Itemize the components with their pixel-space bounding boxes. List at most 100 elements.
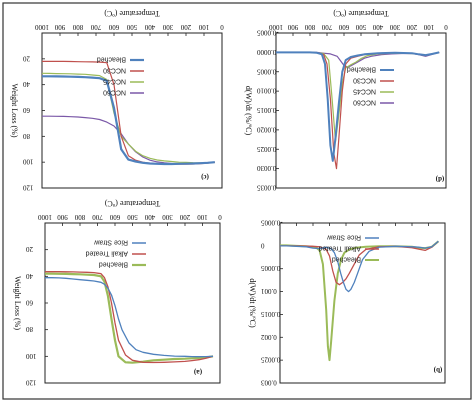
- y-axis-title: d(W)/dt (%/ºC): [244, 86, 253, 136]
- series-line-bleached: [42, 75, 215, 166]
- legend-label: Bleached: [97, 56, 126, 63]
- y-tick-label: 60: [26, 299, 34, 307]
- y-tick-label: 80: [26, 325, 34, 333]
- x-axis-title: Temperature (ºC): [104, 9, 160, 18]
- y-tick-label: 0.0010: [257, 87, 277, 95]
- y-tick-label: 0.0025: [257, 145, 277, 153]
- y-tick-label: 100: [23, 158, 34, 166]
- panel-b: -0.0005 0 0.0005 0.001 0.0015 0.002 0.0025 0.00…: [248, 219, 446, 387]
- legend-label: Bleached: [99, 261, 128, 268]
- legend-label: Bleached: [347, 66, 376, 73]
- y-tick-label: 0.0035: [257, 184, 277, 192]
- x-tick-label: 800: [72, 23, 83, 31]
- x-tick-label: 200: [180, 23, 191, 31]
- x-tick-label: 1000: [269, 23, 284, 31]
- x-tick-label: 400: [144, 23, 155, 31]
- y-tick-label: 40: [26, 272, 34, 280]
- plot-frame: [275, 32, 447, 189]
- series-line-alkali-treated: [45, 271, 214, 364]
- legend-label: Alkali Treated: [85, 250, 128, 257]
- x-tick-label: 900: [57, 213, 68, 221]
- y-axis-title: d(W)/dt (%/ºC): [248, 278, 257, 328]
- x-tick-label: 700: [90, 23, 101, 31]
- y-tick-label: 80: [23, 132, 31, 140]
- series-line-rice-straw: [280, 240, 439, 293]
- plot-frame: [279, 222, 446, 384]
- x-tick-label: 400: [144, 213, 155, 221]
- legend-label: Alkali Treated: [318, 245, 361, 252]
- x-tick-label: 100: [423, 23, 434, 31]
- y-tick-label: 20: [23, 54, 31, 62]
- legend-label: NCC30: [103, 67, 126, 74]
- series-line-alkali-treated: [280, 240, 439, 286]
- x-tick-label: 700: [321, 23, 332, 31]
- y-tick-label: 120: [26, 379, 37, 387]
- x-tick-label: 600: [338, 23, 349, 31]
- x-tick-label: 700: [92, 213, 103, 221]
- x-tick-label: 500: [126, 23, 137, 31]
- y-tick-label: 0.0000: [257, 48, 277, 56]
- panel-label: (b): [433, 366, 442, 374]
- y-tick-label: 120: [23, 184, 34, 192]
- x-tick-label: 100: [198, 23, 209, 31]
- y-tick-label: 0.0025: [261, 356, 281, 364]
- x-tick-label: 500: [355, 23, 366, 31]
- x-tick-label: 200: [179, 213, 190, 221]
- x-tick-label: 800: [74, 213, 85, 221]
- y-tick-label: 0.0020: [257, 125, 277, 133]
- legend-label: Rice Straw: [326, 234, 361, 241]
- legend-label: Rice Straw: [93, 239, 128, 246]
- series-line-bleached: [45, 272, 214, 364]
- y-tick-label: 0.0005: [261, 264, 281, 272]
- series-line-ncc45: [42, 72, 215, 164]
- x-axis-title: Temperature (ºC): [104, 199, 160, 208]
- series-line-bleached: [276, 51, 440, 162]
- legend-label: NCC45: [103, 78, 126, 85]
- y-axis-title: Weight Loss (%): [10, 83, 19, 137]
- y-tick-label: 100: [26, 352, 37, 360]
- y-tick-label: 0: [261, 241, 265, 249]
- panel-label: (a): [193, 368, 202, 376]
- x-axis-title: Temperature (ºC): [333, 9, 389, 18]
- panel-c: 0 100 200 300 400 500 600 700 800 900 1000 20 40 60 80…: [10, 9, 224, 192]
- x-tick-label: 1000: [38, 213, 53, 221]
- y-tick-label: -0.0005: [257, 29, 279, 37]
- panel-a: 0 100 200 300 400 500 600 700 800 900 1000 20 40 60 80…: [13, 199, 222, 387]
- x-tick-label: 200: [406, 23, 417, 31]
- x-tick-label: 400: [372, 23, 383, 31]
- y-tick-label: 0.0005: [257, 67, 277, 75]
- panel-label: (d): [435, 175, 444, 183]
- y-tick-label: 0.0030: [257, 164, 277, 172]
- x-tick-label: 100: [197, 213, 208, 221]
- y-tick-label: 0.003: [261, 379, 277, 387]
- y-tick-label: 40: [23, 80, 31, 88]
- x-tick-label: 900: [54, 23, 65, 31]
- x-tick-label: 600: [109, 213, 120, 221]
- y-tick-label: -0.0005: [261, 219, 283, 227]
- panel-label: (c): [200, 173, 208, 181]
- x-tick-label: 0: [218, 213, 222, 221]
- legend-label: NCC60: [103, 89, 126, 96]
- x-tick-label: 0: [220, 23, 224, 31]
- x-tick-label: 1000: [35, 23, 50, 31]
- x-tick-label: 300: [389, 23, 400, 31]
- x-tick-label: 0: [444, 23, 448, 31]
- legend-label: NCC45: [353, 88, 376, 95]
- y-tick-label: 0.0015: [261, 310, 281, 318]
- x-tick-label: 300: [162, 213, 173, 221]
- y-tick-label: 0.001: [261, 287, 277, 295]
- x-tick-label: 500: [127, 213, 138, 221]
- x-tick-label: 900: [287, 23, 298, 31]
- series-line-rice-straw: [45, 277, 214, 358]
- legend-label: NCC30: [353, 77, 376, 84]
- legend-label: NCC60: [353, 99, 376, 106]
- y-tick-label: 0.0015: [257, 106, 277, 114]
- x-tick-label: 300: [162, 23, 173, 31]
- y-tick-label: 0.002: [261, 333, 277, 341]
- x-tick-label: 600: [108, 23, 119, 31]
- y-tick-label: 60: [23, 106, 31, 114]
- x-tick-label: 800: [304, 23, 315, 31]
